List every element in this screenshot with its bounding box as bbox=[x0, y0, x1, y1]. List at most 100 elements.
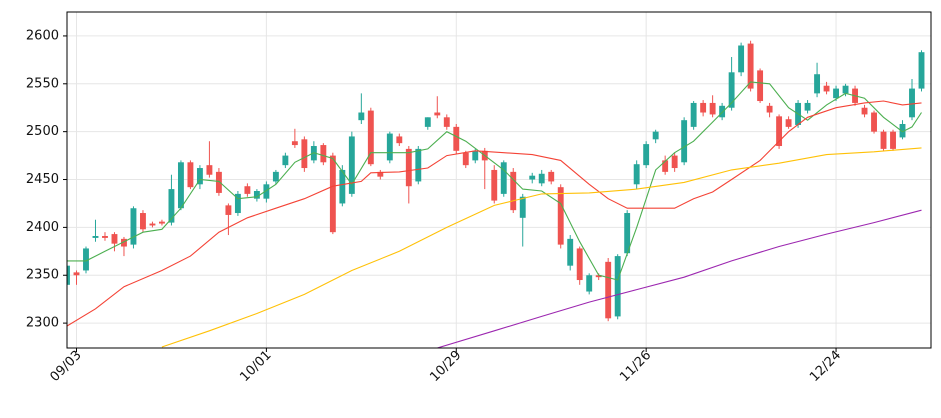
candle-body bbox=[500, 162, 507, 194]
candle-body bbox=[728, 72, 735, 108]
candle-body bbox=[557, 187, 564, 245]
x-tick-label: 11/26 bbox=[617, 348, 654, 385]
candle-body bbox=[909, 88, 915, 118]
x-tick-label: 12/24 bbox=[807, 348, 844, 385]
candle-body bbox=[301, 139, 308, 169]
candle-body bbox=[614, 256, 621, 317]
candle-body bbox=[424, 117, 431, 127]
candle-body bbox=[605, 261, 612, 319]
candle-body bbox=[377, 171, 384, 177]
candle-body bbox=[386, 133, 393, 161]
candle-body bbox=[643, 144, 650, 166]
candle-body bbox=[320, 145, 327, 163]
candle-body bbox=[519, 196, 526, 218]
candle-body bbox=[396, 136, 403, 144]
moving-average-line bbox=[67, 100, 922, 327]
candle-body bbox=[206, 165, 213, 175]
candle-body bbox=[462, 152, 469, 166]
candle-body bbox=[766, 105, 773, 113]
candle-body bbox=[329, 155, 336, 233]
candle-body bbox=[177, 162, 184, 209]
candle-body bbox=[567, 238, 574, 266]
candle-body bbox=[443, 117, 450, 127]
candle-body bbox=[529, 175, 536, 180]
x-tick-label: 10/29 bbox=[427, 348, 464, 385]
candle-body bbox=[785, 119, 792, 127]
x-tick-label: 10/01 bbox=[237, 348, 274, 385]
candle-body bbox=[842, 85, 849, 94]
y-tick-label: 2550 bbox=[26, 76, 59, 91]
candle-body bbox=[899, 124, 906, 138]
candle-body bbox=[738, 45, 745, 73]
candle-body bbox=[121, 238, 127, 247]
candle-body bbox=[700, 102, 707, 113]
candle-body bbox=[453, 126, 460, 151]
candle-body bbox=[538, 173, 545, 184]
candle-body bbox=[111, 234, 118, 244]
candle-body bbox=[196, 168, 203, 185]
candle-body bbox=[671, 155, 678, 169]
y-tick-label: 2600 bbox=[26, 28, 59, 43]
y-tick-label: 2300 bbox=[26, 316, 59, 331]
y-tick-label: 2450 bbox=[26, 172, 59, 187]
candle-body bbox=[652, 131, 659, 140]
candle-body bbox=[367, 110, 374, 165]
candle-body bbox=[434, 112, 441, 116]
candle-body bbox=[272, 171, 279, 182]
candle-body bbox=[263, 184, 270, 199]
candle-body bbox=[149, 223, 156, 226]
candle-body bbox=[633, 164, 640, 185]
candle-body bbox=[491, 169, 498, 201]
candle-body bbox=[823, 85, 830, 92]
candle-body bbox=[234, 193, 241, 214]
candle-body bbox=[215, 171, 222, 193]
candle-body bbox=[92, 236, 99, 238]
candle-body bbox=[757, 70, 764, 102]
candle-body bbox=[291, 141, 298, 146]
candle-body bbox=[130, 208, 137, 245]
candle-body bbox=[187, 162, 194, 188]
candle-body bbox=[747, 43, 754, 89]
candle-body bbox=[662, 160, 669, 172]
candle-body bbox=[339, 169, 346, 204]
candle-body bbox=[472, 150, 479, 161]
candle-body bbox=[681, 120, 688, 163]
candle-body bbox=[586, 275, 593, 292]
candle-body bbox=[861, 107, 868, 115]
candle-body bbox=[833, 88, 839, 99]
candle-body bbox=[871, 112, 877, 132]
candle-body bbox=[595, 275, 602, 278]
x-tick-label: 09/03 bbox=[48, 348, 85, 385]
candle-body bbox=[576, 248, 583, 281]
candle-body bbox=[67, 265, 70, 285]
y-tick-label: 2500 bbox=[26, 124, 59, 139]
y-tick-label: 2400 bbox=[26, 220, 59, 235]
candle-body bbox=[624, 213, 631, 254]
candle-body bbox=[73, 272, 80, 276]
candle-body bbox=[405, 148, 412, 187]
y-tick-label: 2350 bbox=[26, 268, 59, 283]
candle-body bbox=[348, 136, 355, 194]
axes: 2300 2350 2400 2450 2500 2550 2600 09/03 10/01 10… bbox=[26, 28, 844, 385]
candle-body bbox=[159, 221, 165, 224]
candle-body bbox=[690, 102, 697, 127]
candle-body bbox=[804, 102, 811, 111]
moving-average-line bbox=[161, 147, 922, 348]
candle-body bbox=[880, 131, 887, 149]
candle-body bbox=[814, 74, 821, 94]
candle-body bbox=[415, 148, 422, 182]
candle-body bbox=[719, 105, 726, 118]
candle-body bbox=[83, 248, 89, 271]
plot-frame bbox=[66, 11, 932, 349]
candle-body bbox=[140, 213, 146, 230]
candle-body bbox=[918, 52, 925, 89]
moving-average-line bbox=[67, 81, 922, 281]
candle-body bbox=[890, 131, 896, 149]
candle-body bbox=[244, 186, 251, 194]
candle-body bbox=[510, 171, 517, 211]
moving-average-line bbox=[437, 209, 922, 348]
candle-body bbox=[548, 171, 555, 182]
candle-body bbox=[168, 189, 175, 223]
grid bbox=[67, 12, 931, 348]
